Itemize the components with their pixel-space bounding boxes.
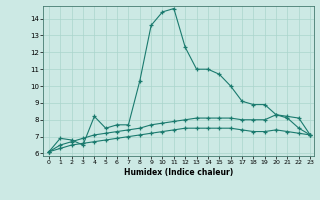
X-axis label: Humidex (Indice chaleur): Humidex (Indice chaleur) xyxy=(124,168,233,177)
